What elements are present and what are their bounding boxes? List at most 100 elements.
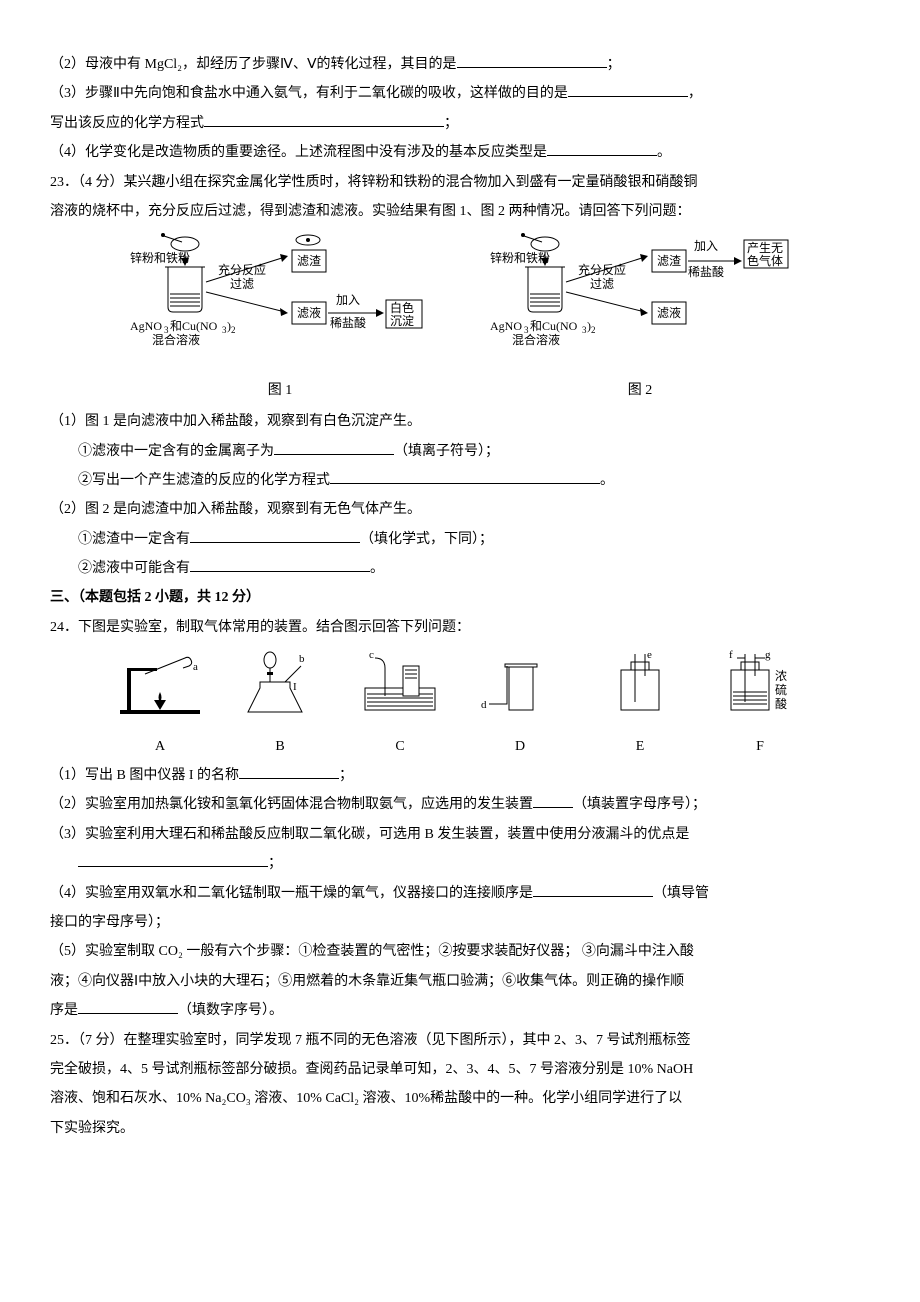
svg-text:AgNO: AgNO	[130, 319, 162, 333]
text: （4）实验室用双氧水和二氧化锰制取一瓶干燥的氧气，仪器接口的连接顺序是	[50, 886, 533, 901]
apparatus-B: b I B	[235, 648, 325, 761]
svg-text:混合溶液: 混合溶液	[152, 332, 200, 347]
q22-p2: （2）母液中有 MgCl₂，却经历了步骤Ⅳ、Ⅴ的转化过程，其目的是 ；	[50, 50, 870, 79]
text: ；	[268, 856, 282, 871]
svg-text:g: g	[765, 649, 771, 661]
text: （填数字序号）。	[178, 1003, 283, 1018]
svg-text:稀盐酸: 稀盐酸	[330, 315, 366, 330]
label-C: C	[355, 732, 445, 761]
text: ②滤液中可能含有	[78, 561, 190, 576]
text: （2）母液中有 MgCl₂，却经历了步骤Ⅳ、Ⅴ的转化过程，其目的是	[50, 57, 457, 72]
apparatus-E: e E	[595, 648, 685, 761]
text: （1）写出 B 图中仪器 I 的名称	[50, 768, 239, 783]
text: 序是	[50, 1003, 78, 1018]
text: 。	[657, 145, 671, 160]
text: 。	[600, 473, 614, 488]
label-A: A	[115, 732, 205, 761]
q24-p5a: （5）实验室制取 CO₂ 一般有六个步骤：①检查装置的气密性；②按要求装配好仪器…	[50, 937, 870, 966]
svg-text:酸: 酸	[775, 696, 787, 711]
svg-text:过滤: 过滤	[590, 277, 614, 291]
blank	[533, 792, 573, 808]
fig2-caption: 图 2	[490, 376, 790, 405]
apparatus-A: a A	[115, 648, 205, 761]
svg-text:充分反应: 充分反应	[578, 262, 626, 277]
svg-text:滤液: 滤液	[297, 305, 321, 320]
q22-p4: （4）化学变化是改造物质的重要途径。上述流程图中没有涉及的基本反应类型是 。	[50, 138, 870, 167]
q24-p5b: 液；④向仪器Ⅰ中放入小块的大理石；⑤用燃着的木条靠近集气瓶口验满；⑥收集气体。则…	[50, 967, 870, 996]
svg-text:过滤: 过滤	[230, 277, 254, 291]
svg-text:浓: 浓	[775, 669, 787, 683]
svg-text:滤液: 滤液	[657, 305, 681, 320]
blank	[568, 81, 688, 97]
q24-p4: （4）实验室用双氧水和二氧化锰制取一瓶干燥的氧气，仪器接口的连接顺序是 （填导管	[50, 879, 870, 908]
blank	[533, 880, 653, 896]
svg-text:和Cu(NO: 和Cu(NO	[530, 319, 578, 333]
fig1-caption: 图 1	[130, 376, 430, 405]
fig1-svg: 锌粉和铁粉 AgNO3 和Cu(NO3)2 混合溶液 充分反应 过滤 滤渣 滤液	[130, 232, 430, 362]
q24-p3-blank: ；	[50, 849, 870, 878]
label-B: B	[235, 732, 325, 761]
svg-text:a: a	[193, 661, 198, 673]
apparatus-D: d D	[475, 648, 565, 761]
q24-p4c: 接口的字母序号）；	[50, 908, 870, 937]
apparatus-F: f g 浓 硫 酸 F	[715, 648, 805, 761]
svg-text:e: e	[647, 649, 652, 661]
fig2-svg: 锌粉和铁粉 AgNO3 和Cu(NO3)2 混合溶液 充分反应 过滤 滤渣 滤液…	[490, 232, 790, 362]
svg-text:f: f	[729, 649, 733, 661]
q23-p1: （1）图 1 是向滤液中加入稀盐酸，观察到有白色沉淀产生。	[50, 407, 870, 436]
text: ，	[688, 86, 702, 101]
blank	[190, 556, 370, 572]
q24-p1: （1）写出 B 图中仪器 I 的名称；	[50, 761, 870, 790]
q24-stem: 24．下图是实验室，制取气体常用的装置。结合图示回答下列问题：	[50, 613, 870, 642]
q25-b: 完全破损，4、5 号试剂瓶标签部分破损。查阅药品记录单可知，2、3、4、5、7 …	[50, 1055, 870, 1084]
svg-text:混合溶液: 混合溶液	[512, 332, 560, 347]
q23-p2-2: ②滤液中可能含有 。	[50, 554, 870, 583]
q24-p3: （3）实验室利用大理石和稀盐酸反应制取二氧化碳，可选用 B 发生装置，装置中使用…	[50, 820, 870, 849]
label-F: F	[715, 732, 805, 761]
svg-text:锌粉和铁粉: 锌粉和铁粉	[490, 251, 550, 265]
svg-text:c: c	[369, 649, 374, 661]
label-E: E	[595, 732, 685, 761]
svg-text:AgNO: AgNO	[490, 319, 522, 333]
q23-p1-1: ①滤液中一定含有的金属离子为（填离子符号）；	[50, 437, 870, 466]
figure-1: 锌粉和铁粉 AgNO3 和Cu(NO3)2 混合溶液 充分反应 过滤 滤渣 滤液	[130, 232, 430, 405]
blank	[274, 438, 394, 454]
text: （4）化学变化是改造物质的重要途径。上述流程图中没有涉及的基本反应类型是	[50, 145, 547, 160]
svg-text:滤渣: 滤渣	[297, 254, 321, 268]
blank	[190, 526, 360, 542]
blank	[78, 851, 268, 867]
q23-stem-b: 溶液的烧杯中，充分反应后过滤，得到滤渣和滤液。实验结果有图 1、图 2 两种情况…	[50, 197, 870, 226]
svg-text:沉淀: 沉淀	[390, 314, 414, 328]
text: 写出该反应的化学方程式	[50, 116, 204, 131]
q23-figures: 锌粉和铁粉 AgNO3 和Cu(NO3)2 混合溶液 充分反应 过滤 滤渣 滤液	[50, 232, 870, 405]
page: （2）母液中有 MgCl₂，却经历了步骤Ⅳ、Ⅴ的转化过程，其目的是 ； （3）步骤…	[0, 0, 920, 1193]
svg-text:硫: 硫	[775, 682, 787, 697]
q22-p3a: （3）步骤Ⅱ中先向饱和食盐水中通入氨气，有利于二氧化碳的吸收，这样做的目的是，	[50, 79, 870, 108]
svg-text:产生无: 产生无	[747, 241, 783, 255]
text: 。	[370, 561, 384, 576]
apparatus-C: c C	[355, 648, 445, 761]
text: （填离子符号）；	[394, 444, 499, 459]
blank	[547, 140, 657, 156]
q23-stem-a: 23．（4 分）某兴趣小组在探究金属化学性质时，将锌粉和铁粉的混合物加入到盛有一…	[50, 168, 870, 197]
q25-d: 下实验探究。	[50, 1114, 870, 1143]
svg-text:色气体: 色气体	[747, 253, 783, 268]
text: ；	[607, 57, 621, 72]
text: ；	[444, 116, 458, 131]
svg-text:加入: 加入	[694, 239, 718, 253]
svg-text:2: 2	[591, 325, 596, 335]
text: （2）实验室用加热氯化铵和氢氧化钙固体混合物制取氨气，应选用的发生装置	[50, 797, 533, 812]
blank	[457, 52, 607, 68]
q24-p5c: 序是 （填数字序号）。	[50, 996, 870, 1025]
blank	[78, 998, 178, 1014]
text: ②写出一个产生滤渣的反应的化学方程式	[78, 473, 330, 488]
label-D: D	[475, 732, 565, 761]
text: （填导管	[653, 886, 709, 901]
text: （填装置字母序号）；	[573, 797, 706, 812]
svg-text:和Cu(NO: 和Cu(NO	[170, 319, 218, 333]
svg-text:b: b	[299, 653, 305, 665]
q23-p2-1: ①滤渣中一定含有（填化学式，下同）；	[50, 525, 870, 554]
svg-text:加入: 加入	[336, 293, 360, 307]
blank	[239, 763, 339, 779]
text: （填化学式，下同）；	[360, 532, 493, 547]
